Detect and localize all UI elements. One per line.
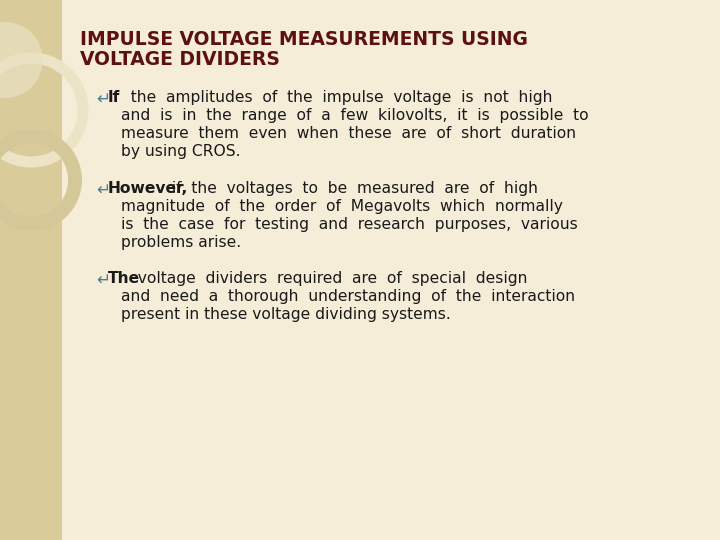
Text: If: If	[108, 90, 120, 105]
Text: ↵: ↵	[96, 271, 110, 289]
Text: voltage  dividers  required  are  of  special  design: voltage dividers required are of special…	[128, 271, 528, 286]
Text: and  is  in  the  range  of  a  few  kilovolts,  it  is  possible  to: and is in the range of a few kilovolts, …	[121, 108, 589, 123]
Text: ↵: ↵	[96, 180, 110, 199]
Text: However,: However,	[108, 180, 189, 195]
Text: ↵: ↵	[96, 90, 110, 108]
Text: The: The	[108, 271, 140, 286]
Bar	[0, 0, 62, 540]
Text: present in these voltage dividing systems.: present in these voltage dividing system…	[121, 307, 451, 322]
Circle shape	[0, 22, 43, 98]
Text: measure  them  even  when  these  are  of  short  duration: measure them even when these are of shor…	[121, 126, 576, 141]
Text: VOLTAGE DIVIDERS: VOLTAGE DIVIDERS	[80, 50, 280, 69]
Text: magnitude  of  the  order  of  Megavolts  which  normally: magnitude of the order of Megavolts whic…	[121, 199, 563, 214]
Text: problems arise.: problems arise.	[121, 235, 241, 250]
Text: by using CROS.: by using CROS.	[121, 144, 240, 159]
Text: if  the  voltages  to  be  measured  are  of  high: if the voltages to be measured are of hi…	[162, 180, 538, 195]
Text: is  the  case  for  testing  and  research  purposes,  various: is the case for testing and research pur…	[121, 217, 577, 232]
Text: and  need  a  thorough  understanding  of  the  interaction: and need a thorough understanding of the…	[121, 289, 575, 305]
Text: IMPULSE VOLTAGE MEASUREMENTS USING: IMPULSE VOLTAGE MEASUREMENTS USING	[80, 30, 528, 49]
Text: the  amplitudes  of  the  impulse  voltage  is  not  high: the amplitudes of the impulse voltage is…	[122, 90, 553, 105]
